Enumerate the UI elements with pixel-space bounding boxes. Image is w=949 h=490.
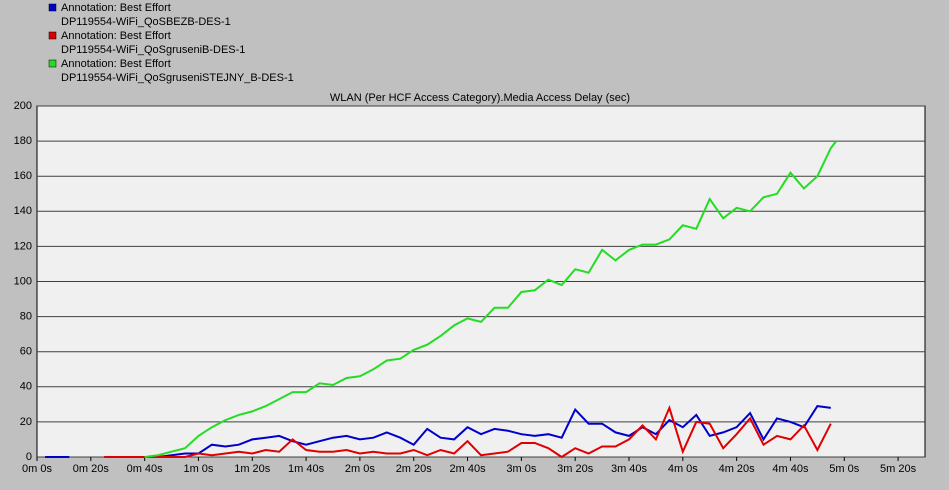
x-tick-label: 1m 20s xyxy=(234,463,271,475)
legend-annotation: Annotation: Best Effort xyxy=(61,30,171,42)
x-tick-label: 4m 40s xyxy=(772,463,809,475)
x-tick-label: 4m 20s xyxy=(719,463,756,475)
legend-swatch xyxy=(48,59,57,68)
y-tick-label: 120 xyxy=(14,240,32,252)
x-tick-label: 3m 20s xyxy=(557,463,594,475)
x-tick-label: 1m 0s xyxy=(183,463,213,475)
series-line xyxy=(104,404,832,459)
x-tick-label: 0m 20s xyxy=(73,463,110,475)
legend-annotation: Annotation: Best Effort xyxy=(61,58,171,70)
y-tick-label: 60 xyxy=(20,346,32,358)
x-tick-label: 0m 0s xyxy=(22,463,52,475)
series-line xyxy=(45,405,831,458)
y-tick-label: 160 xyxy=(14,170,32,182)
x-tick-label: 3m 40s xyxy=(611,463,648,475)
y-tick-label: 0 xyxy=(26,451,32,463)
chart-title: WLAN (Per HCF Access Category).Media Acc… xyxy=(330,92,630,104)
x-tick-label: 5m 20s xyxy=(880,463,917,475)
y-tick-label: 140 xyxy=(14,205,32,217)
legend-label: DP119554-WiFi_QoSBEZB-DES-1 xyxy=(61,16,231,28)
y-tick-label: 20 xyxy=(20,416,32,428)
x-tick-label: 5m 0s xyxy=(829,463,859,475)
x-tick-label: 4m 0s xyxy=(668,463,698,475)
y-tick-label: 200 xyxy=(14,100,32,112)
legend-label: DP119554-WiFi_QoSgruseniB-DES-1 xyxy=(61,44,245,56)
x-tick-label: 0m 40s xyxy=(127,463,164,475)
y-tick-label: 180 xyxy=(14,135,32,147)
y-tick-label: 40 xyxy=(20,381,32,393)
x-tick-label: 2m 0s xyxy=(345,463,375,475)
x-tick-label: 2m 40s xyxy=(450,463,487,475)
y-tick-label: 80 xyxy=(20,311,32,323)
legend-label: DP119554-WiFi_QoSgruseniSTEJNY_B-DES-1 xyxy=(61,72,294,84)
series-line xyxy=(144,140,837,458)
x-tick-label: 1m 40s xyxy=(288,463,325,475)
legend-annotation: Annotation: Best Effort xyxy=(61,2,171,14)
x-tick-label: 3m 0s xyxy=(506,463,536,475)
y-tick-label: 100 xyxy=(14,275,32,287)
legend-swatch xyxy=(48,3,57,12)
x-tick-label: 2m 20s xyxy=(396,463,433,475)
legend-swatch xyxy=(48,31,57,40)
